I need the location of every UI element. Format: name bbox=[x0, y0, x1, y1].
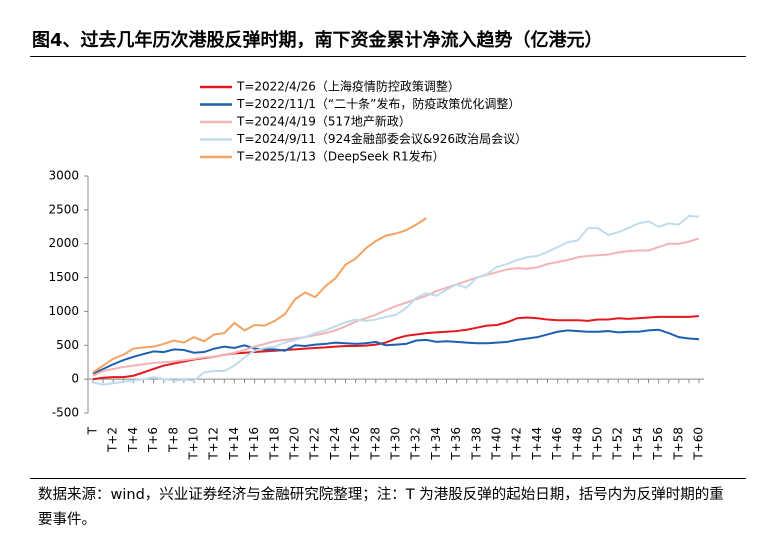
x-tick-label: T+18 bbox=[267, 427, 281, 461]
x-tick-label: T+10 bbox=[187, 427, 201, 461]
x-tick-label: T+38 bbox=[469, 427, 483, 461]
y-tick-label: -500 bbox=[52, 406, 79, 420]
y-tick-label: 1500 bbox=[48, 270, 79, 284]
x-tick-label: T+36 bbox=[449, 427, 463, 461]
y-tick-label: 2000 bbox=[48, 236, 79, 250]
legend-label: T=2022/11/1（“二十条”发布，防疫政策优化调整） bbox=[236, 96, 520, 111]
series-line bbox=[92, 315, 700, 381]
x-tick-label: T+20 bbox=[288, 427, 302, 461]
y-tick-label: 500 bbox=[56, 338, 79, 352]
x-tick-label: T+32 bbox=[409, 427, 423, 461]
x-tick-label: T+40 bbox=[490, 427, 504, 461]
x-tick-label: T+2 bbox=[106, 427, 120, 453]
x-tick-label: T+52 bbox=[611, 427, 625, 461]
x-tick-label: T+26 bbox=[348, 427, 362, 461]
title-rule bbox=[30, 56, 746, 57]
x-tick-label: T+48 bbox=[570, 427, 584, 461]
chart: -500 0 500 1000 1500 2000 2500 3000 T T+2 T+4 T+6 T+… bbox=[48, 79, 706, 461]
x-tick-label: T+4 bbox=[126, 427, 140, 453]
x-tick-label: T+14 bbox=[227, 427, 241, 461]
source-note: 数据来源：wind，兴业证券经济与金融研究院整理；注：T 为港股反弹的起始日期，… bbox=[38, 487, 724, 528]
x-tick-label: T bbox=[86, 426, 100, 435]
legend-label: T=2024/9/11（924金融部委会议&926政治局会议） bbox=[236, 131, 527, 146]
legend-label: T=2024/4/19（517地产新政） bbox=[236, 114, 411, 129]
series-line bbox=[92, 214, 700, 386]
x-tick-label: T+8 bbox=[166, 427, 180, 453]
x-tick-label: T+28 bbox=[368, 427, 382, 461]
x-tick-label: T+16 bbox=[247, 427, 261, 461]
x-tick-label: T+12 bbox=[207, 427, 221, 461]
x-tick-label: T+46 bbox=[550, 427, 564, 461]
y-tick-label: 3000 bbox=[48, 169, 79, 183]
chart-title: 图4、过去几年历次港股反弹时期，南下资金累计净流入趋势（亿港元） bbox=[32, 30, 603, 51]
x-tick-label: T+60 bbox=[692, 427, 706, 461]
x-tick-label: T+44 bbox=[530, 427, 544, 461]
x-tick-label: T+6 bbox=[146, 427, 160, 453]
x-tick-label: T+22 bbox=[308, 427, 322, 461]
x-tick-label: T+56 bbox=[651, 427, 665, 461]
series-line bbox=[92, 328, 700, 375]
x-tick-label: T+50 bbox=[591, 427, 605, 461]
note-rule bbox=[30, 478, 746, 479]
x-tick-label: T+34 bbox=[429, 427, 443, 461]
legend-label: T=2025/1/13（DeepSeek R1发布） bbox=[236, 149, 445, 164]
y-tick-label: 0 bbox=[71, 372, 79, 386]
x-tick-label: T+42 bbox=[510, 427, 524, 461]
x-tick-label: T+54 bbox=[631, 427, 645, 461]
series-line bbox=[92, 217, 427, 374]
x-tick-label: T+24 bbox=[328, 427, 342, 461]
x-tick-label: T+30 bbox=[389, 427, 403, 461]
y-tick-label: 2500 bbox=[48, 202, 79, 216]
x-tick-label: T+58 bbox=[671, 427, 685, 461]
legend-label: T=2022/4/26（上海疫情防控政策调整） bbox=[236, 79, 460, 94]
series-line bbox=[92, 237, 700, 377]
y-tick-label: 1000 bbox=[48, 304, 79, 318]
